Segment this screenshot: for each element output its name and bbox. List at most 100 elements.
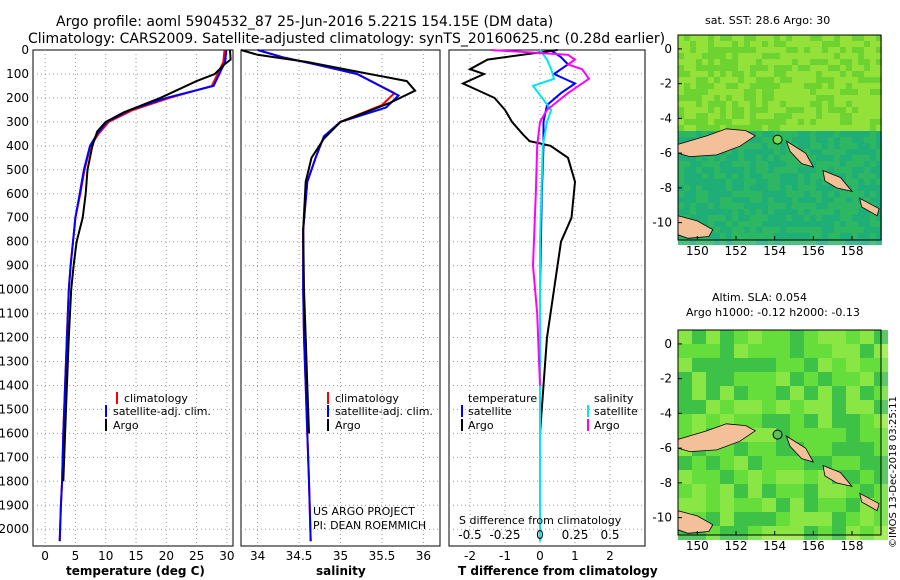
map-cell [846,101,852,107]
map-cell [804,89,810,95]
map-cell [714,239,720,245]
map-cell [714,125,720,131]
map-cell [858,113,864,119]
land-mass [677,423,757,453]
map-cell [840,59,846,65]
map-cell [690,191,696,197]
map-cell [702,77,708,83]
map-cell [774,173,780,179]
map-cell [726,221,732,227]
map-cell [714,215,720,221]
credit-project: US ARGO PROJECT [313,505,415,518]
x-tick-label: 2 [606,549,614,563]
map-cell [852,221,858,227]
map-cell [678,400,692,414]
map-cell [828,83,834,89]
map-cell [774,101,780,107]
series-argo [240,49,417,434]
map-cell [828,137,834,143]
map-x-tick-label: 152 [725,539,748,553]
map-cell [678,119,684,125]
map-cell [756,227,762,233]
map-cell [768,65,774,71]
map-cell [840,41,846,47]
map-cell [870,107,876,113]
map-cell [734,456,748,470]
map-cell [790,358,804,372]
map-cell [792,113,798,119]
map-cell [840,95,846,101]
map-cell [858,167,864,173]
map-cell [870,89,876,95]
map-cell [702,209,708,215]
map-cell [744,197,750,203]
map-cell [810,227,816,233]
map-cell [726,209,732,215]
map-cell [708,155,714,161]
map-cell [714,113,720,119]
map-cell [756,155,762,161]
map-cell [786,227,792,233]
map-cell [762,203,768,209]
map-cell [762,47,768,53]
map-cell [804,101,810,107]
map-cell [858,215,864,221]
map-cell [696,131,702,137]
map-cell [858,71,864,77]
map-y-tick-label: -2 [660,77,672,91]
map-cell [734,386,748,400]
map-cell [846,414,860,428]
map-cell [822,179,828,185]
temperature-xlabel: temperature (deg C) [66,564,205,578]
map-cell [852,167,858,173]
map-cell [720,197,726,203]
map-cell [780,203,786,209]
map-cell [702,41,708,47]
map-cell [756,59,762,65]
map-cell [762,113,768,119]
map-cell [708,65,714,71]
map-cell [756,119,762,125]
map-cell [846,498,860,512]
title-line-1: Argo profile: aoml 5904532_87 25-Jun-201… [56,14,553,30]
map-cell [708,107,714,113]
map-cell [678,35,684,41]
map-cell [818,330,832,344]
map-cell [750,197,756,203]
depth-tick-label: 500 [6,163,29,177]
map-cell [852,179,858,185]
map-cell [818,498,832,512]
map-cell [834,113,840,119]
map-cell [798,203,804,209]
map-cell [870,113,876,119]
map-cell [792,185,798,191]
map-cell [810,35,816,41]
map-cell [816,173,822,179]
land-mass [822,464,854,488]
map-cell [852,197,858,203]
map-cell [828,233,834,239]
map-cell [738,167,744,173]
map-cell [864,119,870,125]
map-cell [834,149,840,155]
map-cell [750,149,756,155]
x-tick-label: 36 [416,549,431,563]
map-cell [756,95,762,101]
map-cell [786,161,792,167]
map-cell [834,215,840,221]
map-cell [732,227,738,233]
map-cell [846,95,852,101]
map-cell [738,227,744,233]
map-cell [816,89,822,95]
map-cell [696,203,702,209]
map-cell [678,71,684,77]
map-cell [792,203,798,209]
map-cell [732,35,738,41]
map-cell [804,330,818,344]
map-cell [816,161,822,167]
map-cell [832,358,846,372]
map-cell [816,203,822,209]
map-cell [762,414,776,428]
map-cell [846,125,852,131]
map-cell [690,209,696,215]
